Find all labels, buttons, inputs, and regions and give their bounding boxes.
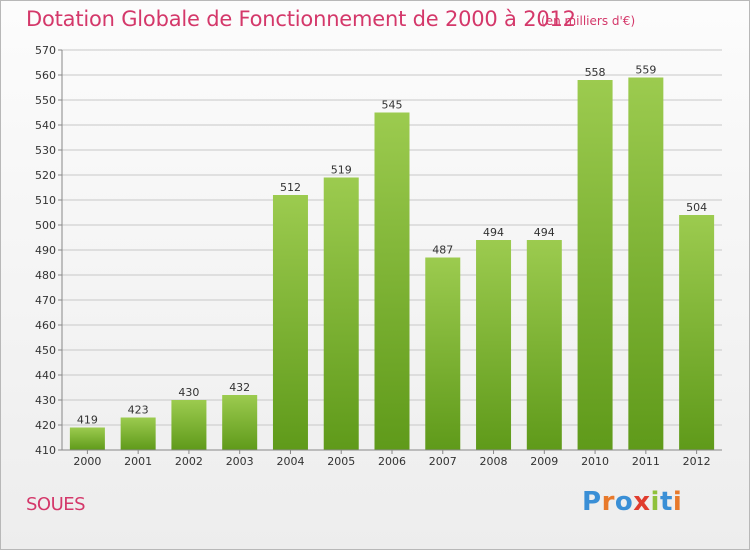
x-tick-label: 2009	[530, 455, 558, 468]
bar-2004	[272, 195, 308, 450]
bar-value-label: 512	[280, 181, 301, 194]
logo-letter: o	[614, 487, 634, 517]
x-tick-label: 2004	[276, 455, 304, 468]
y-tick-label: 560	[35, 69, 56, 82]
y-tick-label: 500	[35, 219, 56, 232]
logo-letter: t	[659, 487, 673, 517]
x-tick-label: 2012	[683, 455, 711, 468]
bar-2011	[628, 77, 664, 450]
y-tick-label: 550	[35, 94, 56, 107]
bar-2003	[222, 395, 258, 450]
bar-value-label: 487	[432, 244, 453, 257]
x-tick-label: 2011	[632, 455, 660, 468]
bar-value-label: 545	[382, 99, 403, 112]
y-tick-label: 510	[35, 194, 56, 207]
bar-value-label: 559	[635, 64, 656, 77]
bar-value-label: 504	[686, 201, 707, 214]
logo-letter: x	[633, 487, 651, 517]
bar-value-label: 419	[77, 414, 98, 427]
bar-2009	[526, 240, 562, 450]
x-tick-label: 2002	[175, 455, 203, 468]
bar-value-label: 494	[534, 226, 555, 239]
y-tick-label: 520	[35, 169, 56, 182]
y-tick-label: 460	[35, 319, 56, 332]
y-tick-label: 540	[35, 119, 56, 132]
bar-2002	[171, 400, 207, 450]
place-name: SOUES	[26, 494, 86, 515]
chart-subtitle: (en milliers d'€)	[541, 14, 636, 28]
bar-2005	[323, 177, 359, 450]
bars	[69, 77, 715, 450]
bar-value-label: 432	[229, 381, 250, 394]
bar-2006	[374, 112, 410, 450]
y-tick-label: 490	[35, 244, 56, 257]
bar-2000	[69, 427, 105, 450]
x-tick-label: 2003	[226, 455, 254, 468]
chart-title: Dotation Globale de Fonctionnement de 20…	[26, 7, 576, 31]
y-tick-label: 470	[35, 294, 56, 307]
bar-value-label: 430	[178, 386, 199, 399]
logo-letter: i	[672, 487, 683, 517]
y-tick-label: 450	[35, 344, 56, 357]
x-tick-label: 2001	[124, 455, 152, 468]
bar-value-label: 423	[128, 404, 149, 417]
bar-2008	[476, 240, 512, 450]
bar-2010	[577, 80, 613, 450]
bar-2012	[679, 215, 715, 450]
x-tick-label: 2000	[73, 455, 101, 468]
x-tick-label: 2005	[327, 455, 355, 468]
bar-value-label: 494	[483, 226, 504, 239]
y-tick-label: 480	[35, 269, 56, 282]
y-tick-label: 420	[35, 419, 56, 432]
logo-letter: i	[650, 487, 660, 517]
bar-2001	[120, 417, 156, 450]
x-tick-label: 2006	[378, 455, 406, 468]
bar-2007	[425, 257, 461, 450]
x-tick-label: 2007	[429, 455, 457, 468]
y-tick-label: 440	[35, 369, 56, 382]
x-tick-label: 2010	[581, 455, 609, 468]
y-tick-label: 570	[35, 44, 56, 57]
logo-letter: r	[601, 487, 615, 517]
axes	[58, 49, 722, 454]
x-tick-label: 2008	[480, 455, 508, 468]
logo-letter: P	[582, 487, 602, 517]
y-tick-label: 530	[35, 144, 56, 157]
bar-value-label: 558	[585, 66, 606, 79]
y-tick-label: 410	[35, 444, 56, 457]
bar-value-label: 519	[331, 164, 352, 177]
y-tick-label: 430	[35, 394, 56, 407]
labels: 410 420 430 440 450 460 470 480 490 500 510 520 530 5…	[35, 44, 711, 468]
proxiti-logo: Proxiti	[582, 487, 682, 517]
